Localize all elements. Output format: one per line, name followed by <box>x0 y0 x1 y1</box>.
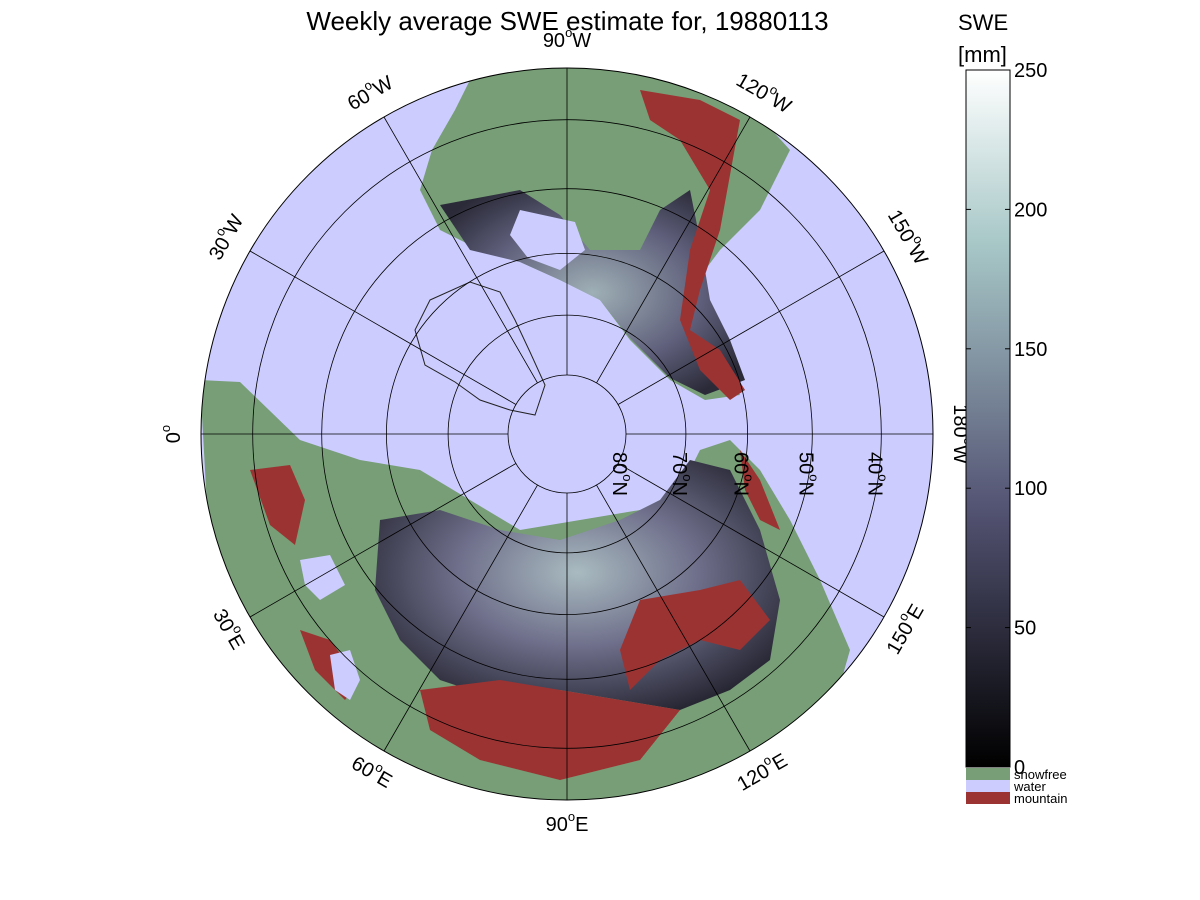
longitude-label: 120oW <box>732 65 797 118</box>
colorbar-unit: [mm] <box>958 42 1007 67</box>
colorbar-tick-label: 50 <box>1014 618 1036 640</box>
latitude-label: 60oN <box>729 452 756 496</box>
land-layer <box>201 68 850 800</box>
legend-label: mountain <box>1014 791 1067 806</box>
baltic-sea <box>300 555 345 600</box>
latitude-value: 40 <box>863 452 885 474</box>
longitude-label: 0o <box>158 425 185 443</box>
legend-label: snowfree <box>1014 767 1067 782</box>
latitude-label: 70oN <box>668 452 695 496</box>
colorbar-tick-label: 100 <box>1014 478 1047 500</box>
colorbar-title: SWE <box>958 10 1009 35</box>
colorbar-gradient <box>965 69 1011 768</box>
latitude-value: 80 <box>608 452 630 474</box>
colorbar-ticks: 0 50 100 150 200 250 <box>966 60 1047 779</box>
longitude-value: 180 <box>949 404 971 437</box>
scandinavian-mountains <box>250 465 305 545</box>
longitude-value: 90 <box>543 30 565 52</box>
longitude-hemisphere: E <box>769 750 792 776</box>
longitude-label: 30oW <box>201 209 248 264</box>
mountain-areas <box>250 90 780 780</box>
longitude-hemisphere: E <box>575 814 588 836</box>
meridian <box>383 116 538 384</box>
graticule <box>201 68 933 800</box>
meridian <box>383 484 538 752</box>
rocky-mountains <box>640 90 745 400</box>
meridian <box>617 250 885 405</box>
longitude-hemisphere: W <box>370 72 397 101</box>
meridian <box>249 463 517 618</box>
degree-sign: o <box>875 474 890 481</box>
siberian-mountains <box>620 580 770 690</box>
central-asian-mountains <box>420 680 680 780</box>
latitude-label: 50oN <box>794 452 821 496</box>
colorbar-tick-label: 250 <box>1014 60 1047 82</box>
meridian <box>596 484 751 752</box>
legend-label: water <box>1013 779 1046 794</box>
longitude-label: 90oW <box>543 25 591 52</box>
legend-swatch <box>966 768 1010 780</box>
degree-sign: o <box>568 809 575 824</box>
latitude-value: 60 <box>729 452 751 474</box>
page-title: Weekly average SWE estimate for, 1988011… <box>306 6 829 36</box>
latitude-value: 50 <box>794 452 816 474</box>
longitude-value: 90 <box>546 814 568 836</box>
latitude-value: 70 <box>668 452 690 474</box>
degree-sign: o <box>565 25 572 40</box>
meridian <box>617 463 885 618</box>
latitude-hemisphere: N <box>794 482 816 496</box>
degree-sign: o <box>620 474 635 481</box>
legend-swatch <box>966 780 1010 792</box>
longitude-hemisphere: W <box>903 242 932 269</box>
longitude-hemisphere: W <box>572 30 591 52</box>
longitude-hemisphere: W <box>949 445 971 464</box>
meridian <box>596 116 751 384</box>
latitude-hemisphere: N <box>668 482 690 496</box>
longitude-label: 30oE <box>208 603 253 654</box>
greenland-outline <box>414 281 546 416</box>
hudson-bay <box>510 210 585 270</box>
colorbar-tick-label: 0 <box>1014 757 1025 779</box>
latitude-hemisphere: N <box>729 482 751 496</box>
legend-swatch <box>966 792 1010 804</box>
degree-sign: o <box>158 425 173 432</box>
latitude-label: 80oN <box>608 452 635 496</box>
latitude-hemisphere: N <box>608 482 630 496</box>
latitude-hemisphere: N <box>863 482 885 496</box>
longitude-value: 30 <box>205 234 235 264</box>
longitude-value: 60 <box>347 753 377 783</box>
colorbar-tick-label: 200 <box>1014 199 1047 221</box>
longitude-label: 60oW <box>342 68 397 115</box>
meridian <box>249 250 517 405</box>
longitude-label: 90oE <box>546 809 589 836</box>
longitude-hemisphere: E <box>223 631 249 654</box>
longitude-value: 150 <box>883 619 919 659</box>
longitude-label: 150oW <box>883 204 936 269</box>
degree-sign: o <box>806 474 821 481</box>
kamchatka-mountains <box>740 450 780 530</box>
degree-sign: o <box>679 474 694 481</box>
colorbar-tick-label: 150 <box>1014 339 1047 361</box>
degree-sign: o <box>741 474 756 481</box>
caspian-sea <box>330 650 360 700</box>
longitude-label: 60oE <box>347 748 398 793</box>
longitude-value: 0 <box>163 432 185 443</box>
latitude-label: 40oN <box>863 452 890 496</box>
map-boundary <box>200 67 934 801</box>
longitude-value: 120 <box>732 69 772 105</box>
map-disc <box>200 67 934 801</box>
